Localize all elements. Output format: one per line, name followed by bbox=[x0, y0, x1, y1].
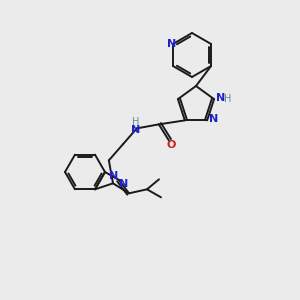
Text: N: N bbox=[208, 114, 218, 124]
Text: N: N bbox=[216, 93, 226, 103]
Text: N: N bbox=[110, 171, 118, 181]
Text: N: N bbox=[131, 125, 140, 135]
Text: O: O bbox=[166, 140, 176, 150]
Text: N: N bbox=[119, 179, 129, 189]
Text: H: H bbox=[132, 117, 140, 128]
Text: H: H bbox=[224, 94, 232, 104]
Text: N: N bbox=[167, 39, 177, 49]
